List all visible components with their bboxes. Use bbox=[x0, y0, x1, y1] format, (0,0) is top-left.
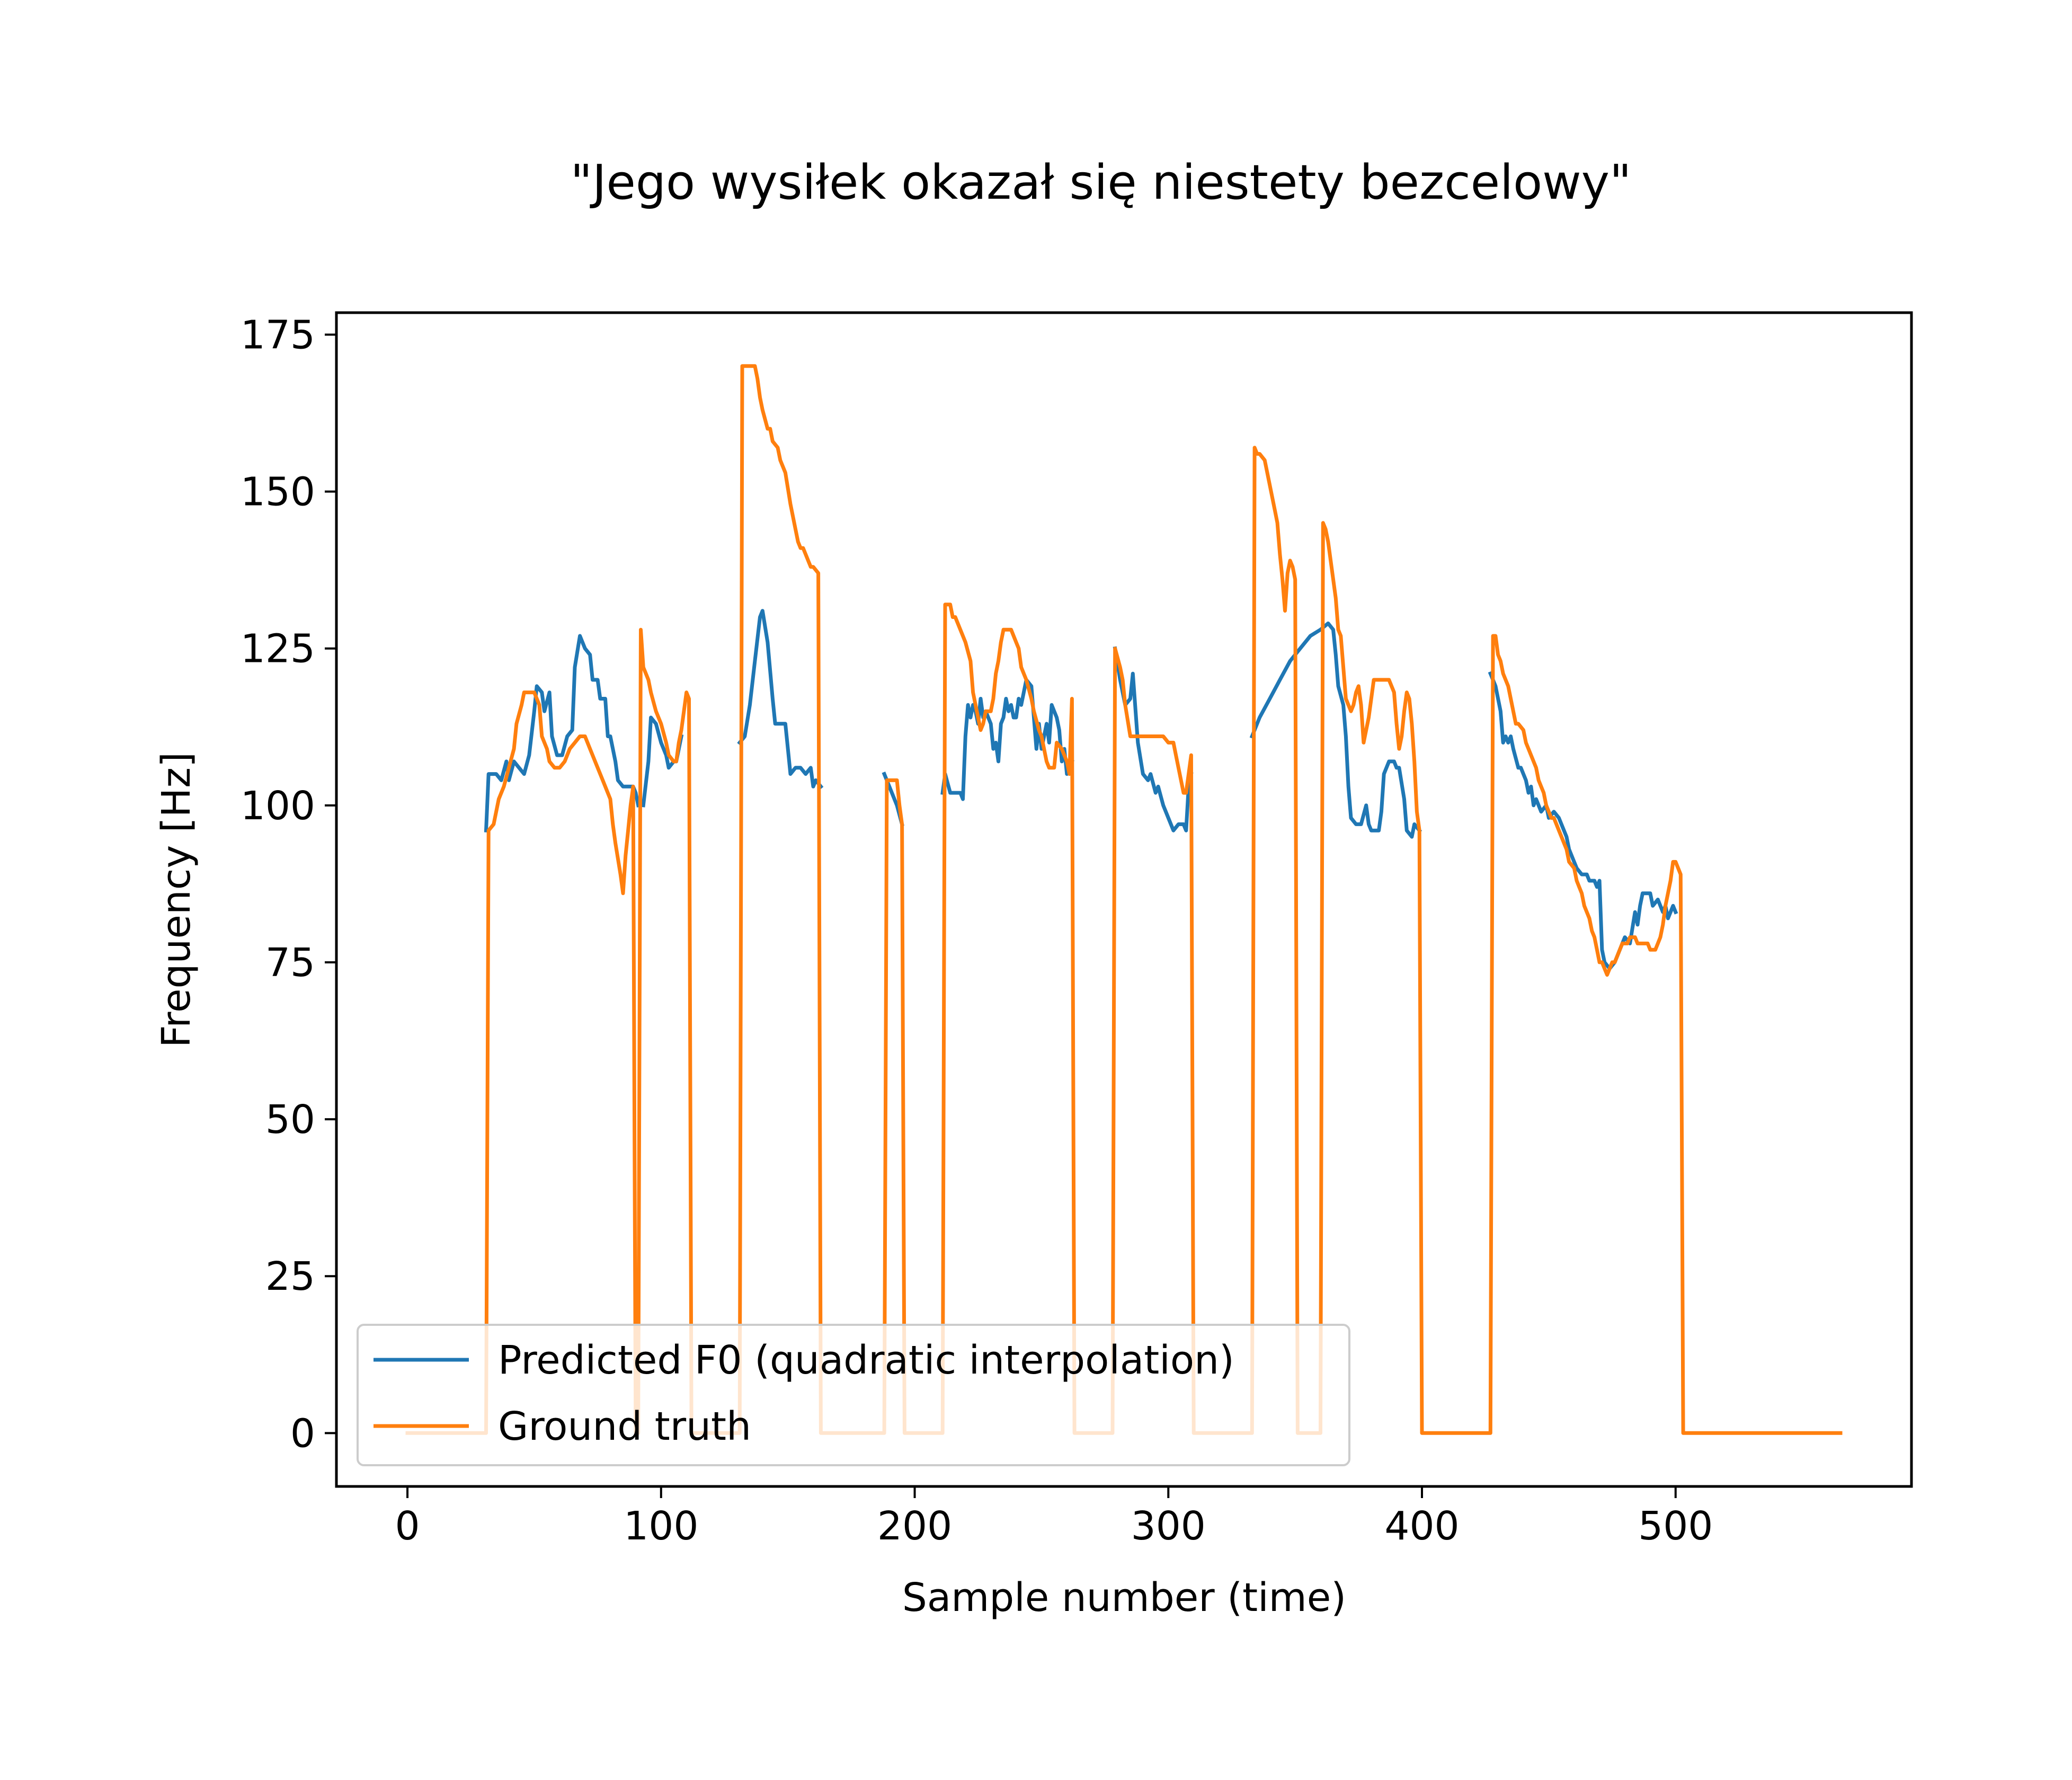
y-tick-label: 125 bbox=[241, 626, 315, 672]
legend-label-ground-truth: Ground truth bbox=[498, 1404, 751, 1449]
y-axis-label: Frequency [Hz] bbox=[154, 752, 199, 1048]
axes-frame bbox=[335, 311, 1913, 1488]
x-axis: 0 100 200 300 400 500 bbox=[395, 1486, 1713, 1549]
series-line-segment bbox=[484, 634, 641, 833]
legend: Predicted F0 (quadratic interpolation) G… bbox=[357, 1324, 1350, 1466]
series-line-segment bbox=[1249, 621, 1422, 839]
chart-title: "Jego wysiłek okazał się niestety bezcel… bbox=[571, 155, 1632, 210]
y-tick-label: 0 bbox=[290, 1411, 315, 1456]
x-tick-label: 300 bbox=[1131, 1503, 1206, 1549]
y-tick-label: 175 bbox=[241, 312, 315, 358]
x-tick-label: 200 bbox=[877, 1503, 952, 1549]
y-tick-label: 100 bbox=[241, 783, 315, 829]
x-axis-label: Sample number (time) bbox=[902, 1575, 1346, 1620]
legend-label-predicted: Predicted F0 (quadratic interpolation) bbox=[498, 1338, 1234, 1383]
legend-box bbox=[357, 1324, 1350, 1466]
y-tick-label: 75 bbox=[265, 940, 315, 986]
series-predicted-f0 bbox=[484, 609, 1678, 971]
y-tick-label: 50 bbox=[265, 1097, 315, 1143]
x-tick-label: 100 bbox=[624, 1503, 698, 1549]
y-axis: 0 25 50 75 100 125 150 175 bbox=[241, 312, 336, 1456]
series-line-segment bbox=[405, 364, 1843, 1435]
y-tick-label: 150 bbox=[241, 470, 315, 515]
series-line-segment bbox=[1488, 671, 1678, 971]
series-line-segment bbox=[1113, 646, 1194, 833]
series-line-segment bbox=[940, 678, 1074, 801]
x-tick-label: 500 bbox=[1638, 1503, 1713, 1549]
series-ground-truth bbox=[405, 364, 1843, 1435]
y-tick-label: 25 bbox=[265, 1254, 315, 1299]
x-tick-label: 400 bbox=[1384, 1503, 1459, 1549]
plot-content bbox=[405, 364, 1843, 1435]
series-line-segment bbox=[737, 609, 824, 790]
x-tick-label: 0 bbox=[395, 1503, 420, 1549]
